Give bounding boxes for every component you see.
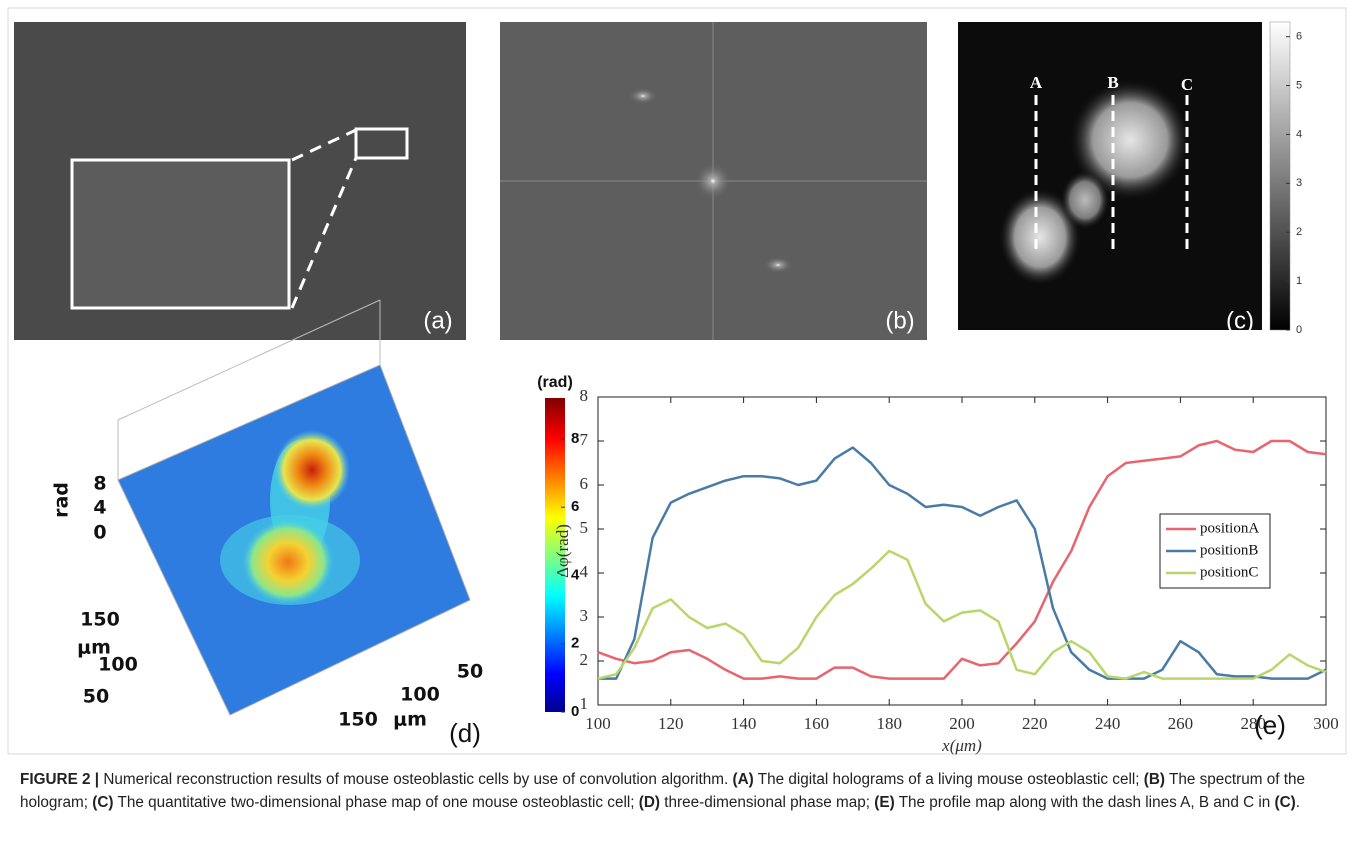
caption: FIGURE 2 | Numerical reconstruction resu… [20,768,1338,814]
zoom-box [70,158,291,310]
y-tick-label: 7 [580,430,589,449]
colorbar-tick-label: 6 [1296,31,1302,43]
colorbar-tick-label: 4 [571,566,580,583]
dc-peak [695,163,731,199]
x-tick-label: 280 [1240,714,1266,733]
caption-ref: (D) [638,794,661,811]
y-tick-label: 3 [580,606,589,625]
colorbar [545,398,565,712]
cell [998,187,1082,287]
x-tick-label: 100 [400,684,440,706]
legend-label: positionA [1200,520,1259,536]
panel-label: (e) [1254,710,1286,740]
caption-text: The digital holograms of a living mouse … [757,771,1140,788]
legend-label: positionC [1200,564,1258,580]
colorbar-tick-label: 8 [571,430,579,447]
y-tick-label: 100 [98,654,138,676]
colorbar-tick-label: 2 [1296,226,1302,238]
caption-text: three-dimensional phase map; [664,794,871,811]
x-tick-label: 120 [658,714,684,733]
sideband [764,257,792,273]
caption-ref: (C) [92,794,114,811]
line-marker: B [1107,73,1118,92]
surface-box [117,299,381,421]
x-tick-label: 240 [1095,714,1121,733]
line-marker: C [1181,75,1193,94]
y-tick-label: 1 [580,694,589,713]
colorbar-tick-label: 6 [571,498,579,515]
sideband [629,88,657,104]
panel-label: (c) [1226,307,1254,334]
roi-box [354,127,409,160]
colorbar-tick-label: 4 [1296,128,1302,140]
y-tick-label: 50 [83,686,109,708]
x-tick-label: 100 [585,714,611,733]
x-tick-label: 200 [949,714,975,733]
y-tick-label: 8 [580,386,589,405]
surface-box [117,364,471,716]
series-line [598,446,1327,680]
line-marker: A [1030,73,1043,92]
cell [1068,78,1192,202]
colorbar-title: (rad) [537,374,573,391]
x-axis-label: x(μm) [941,736,982,755]
caption-figure: FIGURE 2 | [20,771,100,788]
panel-label: (d) [449,718,481,748]
series-line [597,439,1327,680]
colorbar-tick-label: 0 [1296,324,1302,336]
zoom-line [291,128,357,162]
colorbar-tick-label: 3 [1296,177,1302,189]
x-tick-label: 160 [804,714,830,733]
caption-text: The spectrum of the hologram; [20,771,1306,811]
colorbar-tick-label: 2 [571,635,579,652]
y-tick-label: 150 [80,609,120,631]
figure: (a) (b) A B C (c) rad 8 4 0 150 100 50 μ… [7,7,1347,755]
surface-peak [243,520,333,604]
z-tick-label: 8 [93,473,106,495]
panel-label: (b) [885,307,914,334]
x-tick-label: 260 [1168,714,1194,733]
caption-text: . [1295,794,1301,811]
x-tick-label: 220 [1022,714,1048,733]
y-axis-label: Δφ(rad) [553,524,572,578]
z-tick-label: 4 [93,497,106,519]
caption-ref: (E) [874,794,895,811]
x-tick-label: 300 [1313,714,1339,733]
cell [1060,170,1110,230]
colorbar-tick-label: 1 [1296,275,1302,287]
x-tick-label: 50 [457,661,483,683]
surface-peak [274,430,350,510]
caption-text: The profile map along with the dash line… [898,794,1271,811]
legend-label: positionB [1200,542,1258,558]
x-axis-label: μm [393,709,427,731]
series-line [597,549,1327,680]
y-axis-label: μm [77,637,111,659]
caption-ref: (C) [1274,794,1296,811]
colorbar-tick-label: 0 [571,703,579,720]
panel-label: (a) [423,307,452,334]
y-tick-label: 2 [580,650,589,669]
caption-ref: (A) [732,771,754,788]
x-tick-label: 140 [731,714,757,733]
zoom-line [290,157,358,309]
colorbar [1269,21,1291,331]
figure-border [7,7,1347,755]
x-tick-label: 180 [876,714,902,733]
y-tick-label: 4 [580,562,589,581]
z-axis-label: rad [51,482,73,518]
z-tick-label: 0 [93,522,106,544]
caption-text: Numerical reconstruction results of mous… [103,771,729,788]
y-tick-label: 6 [580,474,589,493]
caption-text: The quantitative two-dimensional phase m… [117,794,635,811]
y-tick-label: 5 [580,518,589,537]
colorbar-tick-label: 5 [1296,79,1302,91]
caption-ref: (B) [1143,771,1165,788]
x-tick-label: 150 [338,709,378,731]
